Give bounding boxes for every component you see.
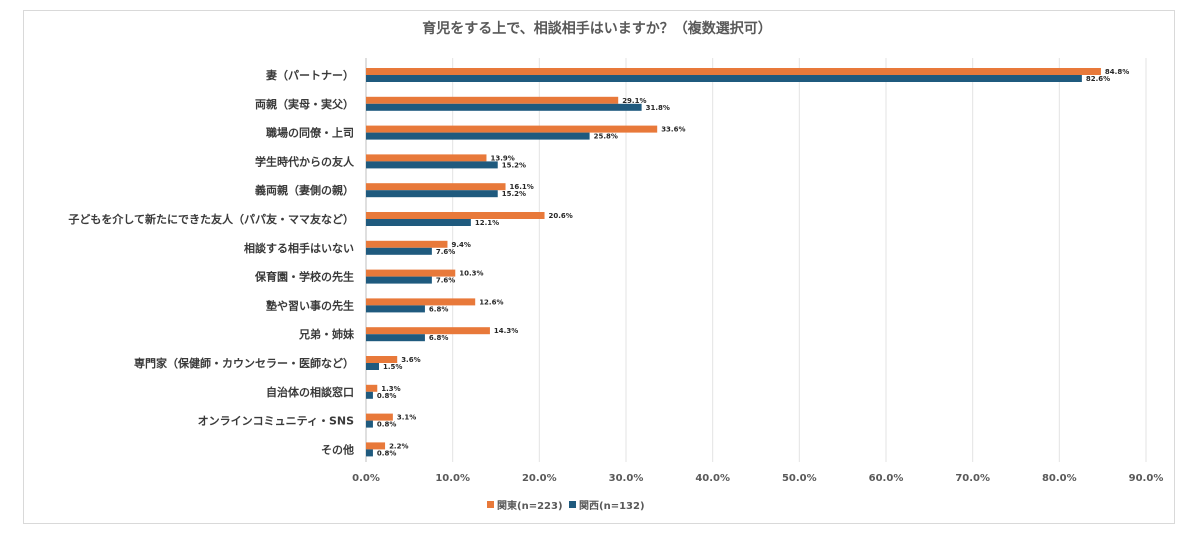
data-label: 33.6% [661, 126, 685, 134]
x-tick-label: 70.0% [955, 473, 990, 484]
bar-kanto [366, 96, 619, 104]
bar-kansai [366, 161, 498, 169]
x-axis-ticks: 0.0% 10.0% 20.0% 30.0% 40.0% 50.0% 60.0% 70.0% 8… [352, 473, 1163, 484]
data-label: 15.2% [502, 190, 526, 198]
data-label: 15.2% [502, 161, 526, 169]
data-label: 12.1% [475, 219, 499, 227]
data-label: 7.6% [436, 248, 455, 256]
bar-kanto [366, 125, 658, 133]
data-label: 13.9% [490, 154, 514, 162]
category-label: 保育園・学校の先生 [254, 270, 354, 284]
data-label: 7.6% [436, 277, 455, 285]
category-label: 専門家（保健師・カウンセラー・医師など） [134, 356, 354, 370]
data-label: 2.2% [389, 442, 408, 450]
category-labels: 妻（パートナー） 両親（実母・実父） 職場の同僚・上司学生時代からの友人義両親（妻側… [68, 68, 355, 456]
category-label: オンラインコミュニティ・SNS [198, 415, 354, 428]
data-label: 1.5% [383, 363, 402, 371]
data-label: 1.3% [381, 385, 400, 393]
category-label: 相談する相手はいない [244, 241, 354, 255]
data-label: 14.3% [494, 327, 518, 335]
category-label: 自治体の相談窓口 [266, 385, 354, 399]
data-label: 29.1% [622, 97, 646, 105]
data-label: 0.8% [377, 421, 396, 429]
data-label: 16.1% [510, 183, 534, 191]
data-label: 84.8% [1105, 68, 1129, 76]
bar-kanto [366, 413, 393, 421]
x-tick-label: 60.0% [869, 473, 904, 484]
bar-kanto [366, 269, 456, 277]
bar-kansai [366, 219, 471, 226]
data-label: 20.6% [549, 212, 573, 220]
x-tick-label: 50.0% [782, 473, 817, 484]
data-label: 25.8% [594, 133, 618, 141]
category-label: 妻（パートナー） [266, 68, 354, 82]
bar-kansai [366, 334, 425, 342]
legend-swatch [569, 501, 576, 508]
bar-kanto [366, 212, 545, 219]
legend-label: 関東(n=223) [497, 499, 563, 512]
category-label: 子どもを介して新たにできた友人（パパ友・ママ友など） [68, 212, 354, 226]
bar-kanto [366, 384, 378, 392]
chart-frame [23, 10, 1175, 524]
data-label: 9.4% [451, 241, 470, 249]
legend-swatch [487, 501, 494, 508]
bar-kanto [366, 327, 490, 335]
bar-kansai [366, 363, 379, 370]
bar-kansai [366, 103, 642, 111]
x-tick-label: 40.0% [695, 473, 730, 484]
data-label: 0.8% [377, 449, 396, 457]
category-label: 塾や習い事の先生 [266, 298, 354, 312]
bar-kanto [366, 356, 398, 363]
bar-kanto [366, 442, 386, 450]
data-label: 3.6% [401, 356, 420, 364]
x-tick-label: 10.0% [435, 473, 470, 484]
bar-kansai [366, 420, 373, 428]
data-label: 6.8% [429, 334, 448, 342]
data-label: 82.6% [1086, 75, 1110, 83]
bar-kanto [366, 68, 1101, 75]
bar-kanto [366, 298, 476, 306]
x-tick-label: 90.0% [1129, 473, 1164, 484]
bar-kansai [366, 247, 432, 255]
bar-kansai [366, 276, 432, 284]
chart-title: 育児をする上で、相談相手はいますか？（複数選択可） [422, 20, 771, 37]
category-label: 両親（実母・実父） [255, 97, 354, 111]
category-label: その他 [321, 442, 354, 456]
data-label: 12.6% [479, 298, 503, 306]
bar-kansai [366, 132, 590, 140]
data-label: 3.1% [397, 414, 416, 422]
legend: 関東(n=223) 関西(n=132) [487, 499, 645, 512]
x-tick-label: 0.0% [352, 473, 380, 484]
data-label: 31.8% [646, 104, 670, 112]
x-tick-label: 30.0% [609, 473, 644, 484]
bar-kansai [366, 75, 1082, 82]
bar-kansai [366, 305, 425, 313]
x-tick-label: 80.0% [1042, 473, 1077, 484]
category-label: 学生時代からの友人 [255, 154, 355, 168]
bar-kansai [366, 391, 373, 399]
bar-kansai [366, 190, 498, 198]
bar-kanto [366, 183, 506, 191]
category-label: 義両親（妻側の親） [255, 183, 354, 197]
x-tick-label: 20.0% [522, 473, 557, 484]
category-label: 兄弟・姉妹 [298, 327, 355, 341]
category-label: 職場の同僚・上司 [266, 126, 354, 140]
bars: 84.8%82.6%29.1%31.8%33.6%25.8%13.9%15.2%… [366, 68, 1129, 457]
legend-label: 関西(n=132) [579, 500, 645, 512]
bar-kansai [366, 449, 373, 457]
bar-kanto [366, 154, 487, 162]
data-label: 6.8% [429, 305, 448, 313]
data-label: 10.3% [459, 270, 483, 278]
grid-lines [365, 58, 1147, 462]
data-label: 0.8% [377, 392, 396, 400]
bar-kanto [366, 240, 448, 248]
